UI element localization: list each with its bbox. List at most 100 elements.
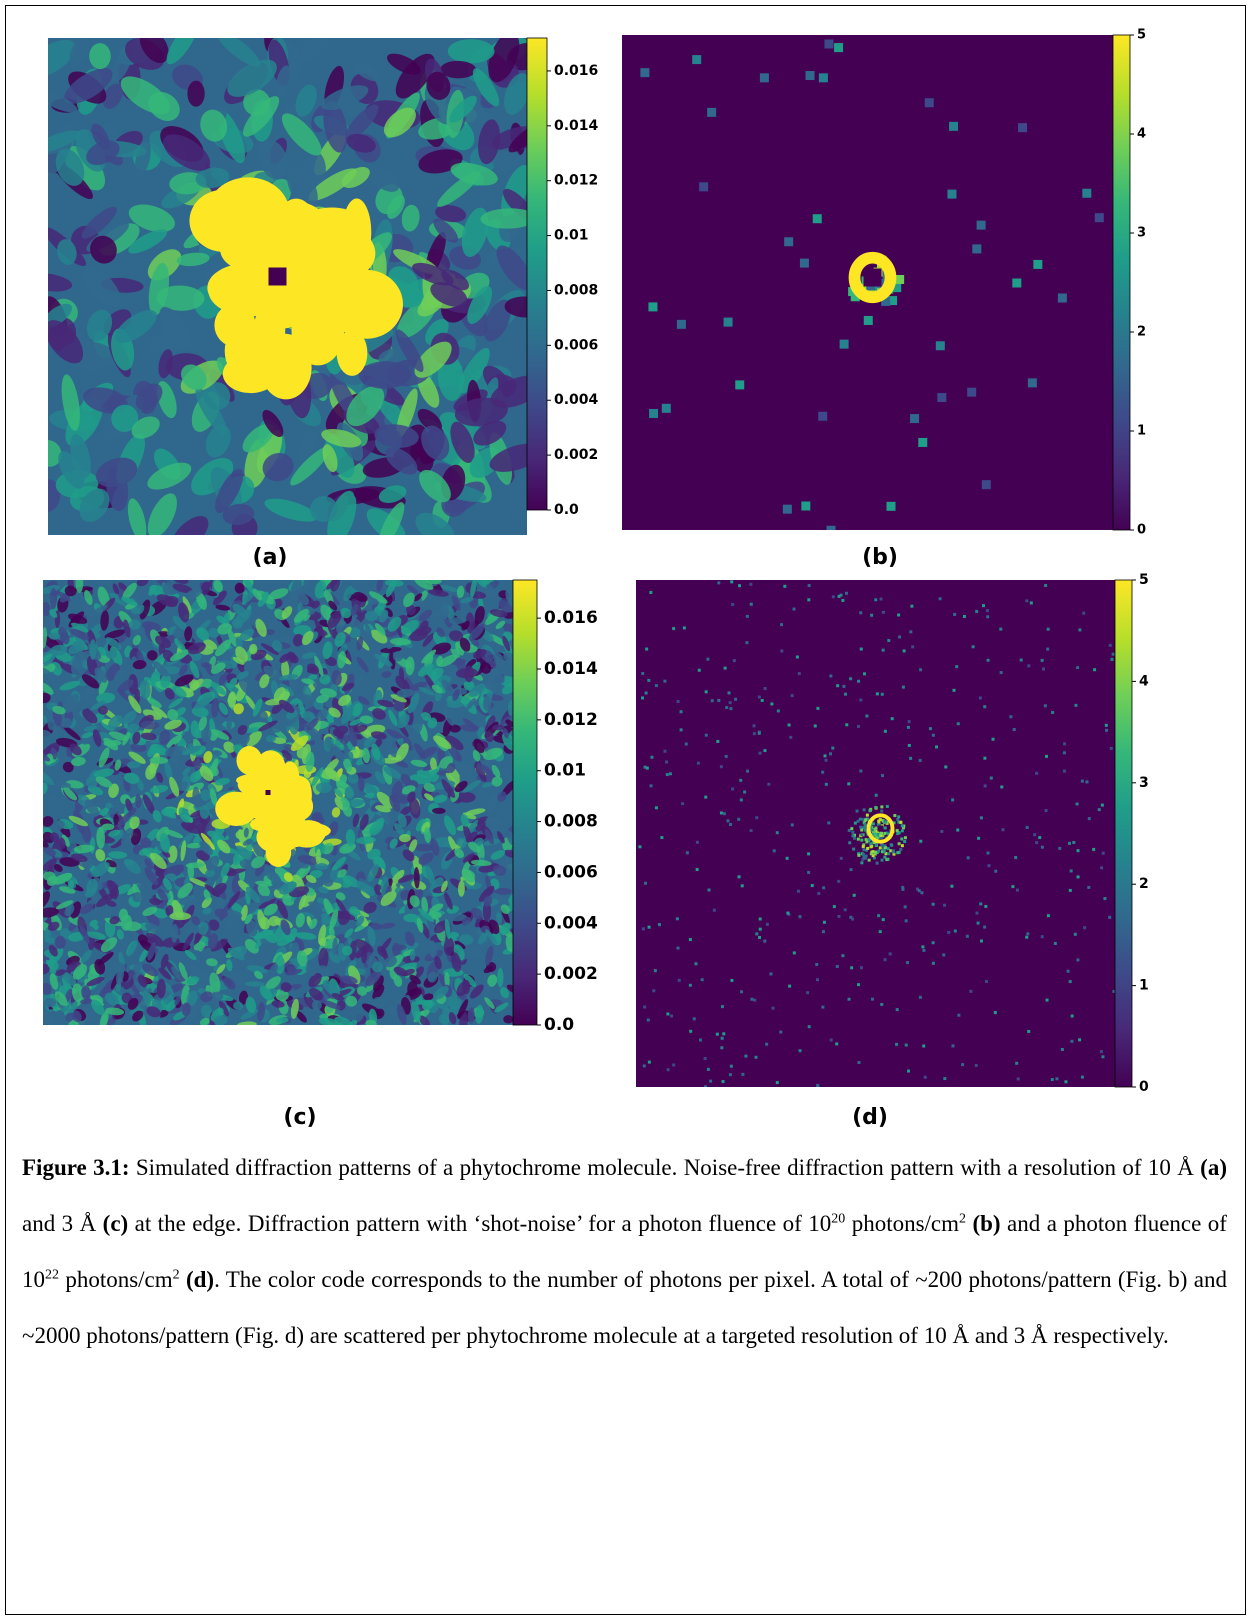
speckle	[209, 972, 221, 994]
speckle	[414, 626, 432, 636]
speckle	[64, 904, 75, 917]
speckle	[84, 799, 100, 817]
photon-pixel	[785, 856, 789, 860]
photon-pixel	[906, 961, 910, 965]
speckle	[187, 80, 205, 107]
speckle	[488, 919, 500, 935]
photon-pixel	[969, 989, 973, 993]
speckle	[52, 725, 59, 737]
figure-frame	[5, 5, 1246, 1615]
photon-pixel	[850, 966, 854, 970]
speckle	[401, 619, 419, 635]
speckle	[370, 731, 387, 740]
photon-pixel	[989, 776, 993, 780]
photon-pixel	[874, 793, 878, 797]
speckle	[215, 639, 232, 657]
speckle	[44, 926, 51, 943]
photon-pixel	[855, 809, 859, 813]
speckle	[265, 735, 276, 743]
speckle	[429, 823, 441, 837]
speckle	[200, 1004, 212, 1018]
speckle	[254, 970, 264, 980]
photon-pixel	[734, 697, 738, 701]
photon-pixel	[944, 765, 948, 769]
photon-pixel	[1053, 941, 1057, 945]
photon-pixel	[643, 765, 647, 769]
photon-pixel	[1105, 728, 1109, 732]
photon-pixel	[937, 392, 947, 402]
photon-pixel	[897, 842, 901, 846]
photon-pixel	[919, 839, 923, 843]
speckle	[128, 229, 168, 254]
speckle	[216, 963, 226, 975]
speckle	[356, 656, 369, 673]
photon-pixel	[859, 698, 863, 702]
speckle	[186, 990, 198, 1006]
photon-pixel	[679, 728, 683, 732]
speckle	[201, 897, 212, 909]
speckle	[208, 949, 225, 960]
photon-pixel	[957, 1013, 961, 1017]
speckle	[496, 245, 527, 291]
speckle	[181, 364, 207, 391]
photon-pixel	[907, 720, 911, 724]
speckle	[93, 768, 115, 778]
photon-pixel	[880, 805, 884, 809]
speckle	[413, 966, 424, 979]
photon-pixel	[752, 724, 756, 728]
speckle	[260, 643, 279, 655]
speckle	[470, 907, 483, 920]
photon-pixel	[1104, 723, 1108, 727]
speckle	[210, 681, 227, 696]
photon-pixel	[1092, 847, 1096, 851]
speckle	[43, 891, 51, 909]
photon-pixel	[677, 978, 681, 982]
photon-pixel	[922, 1044, 926, 1048]
photon-pixel	[978, 696, 982, 700]
photon-pixel	[1001, 828, 1005, 832]
photon-pixel	[981, 604, 985, 608]
photon-pixel	[956, 828, 960, 832]
photon-pixel	[661, 403, 671, 413]
photon-pixel	[857, 983, 861, 987]
photon-pixel	[976, 921, 980, 925]
speckle	[344, 786, 355, 800]
photon-pixel	[864, 824, 868, 828]
speckle	[297, 950, 308, 967]
speckle	[226, 914, 236, 928]
speckle	[245, 996, 257, 1013]
colorbar-tick-label: 0.01	[554, 228, 589, 244]
speckle	[436, 627, 445, 638]
photon-pixel	[873, 850, 877, 854]
photon-pixel	[881, 918, 885, 922]
speckle	[149, 852, 167, 870]
speckle	[147, 942, 157, 961]
speckle	[68, 879, 75, 890]
speckle	[296, 746, 308, 759]
speckle	[208, 627, 220, 639]
photon-pixel	[897, 820, 901, 824]
speckle	[210, 1007, 224, 1022]
speckle	[155, 772, 164, 783]
photon-pixel	[871, 829, 875, 833]
speckle	[164, 761, 173, 780]
photon-pixel	[763, 687, 767, 691]
speckle	[63, 726, 81, 741]
photon-pixel	[666, 1068, 670, 1072]
speckle	[181, 745, 202, 756]
speckle	[45, 793, 56, 804]
photon-pixel	[710, 699, 714, 703]
photon-pixel	[865, 813, 869, 817]
speckle	[123, 619, 131, 638]
photon-pixel	[648, 302, 658, 312]
speckle	[309, 918, 318, 930]
speckle	[169, 649, 190, 661]
speckle	[48, 440, 62, 467]
speckle	[452, 688, 460, 701]
photon-pixel	[880, 1002, 884, 1006]
speckle	[43, 997, 57, 1008]
photon-pixel	[801, 501, 811, 511]
speckle	[314, 580, 327, 599]
photon-pixel	[647, 925, 651, 929]
speckle	[232, 656, 245, 665]
